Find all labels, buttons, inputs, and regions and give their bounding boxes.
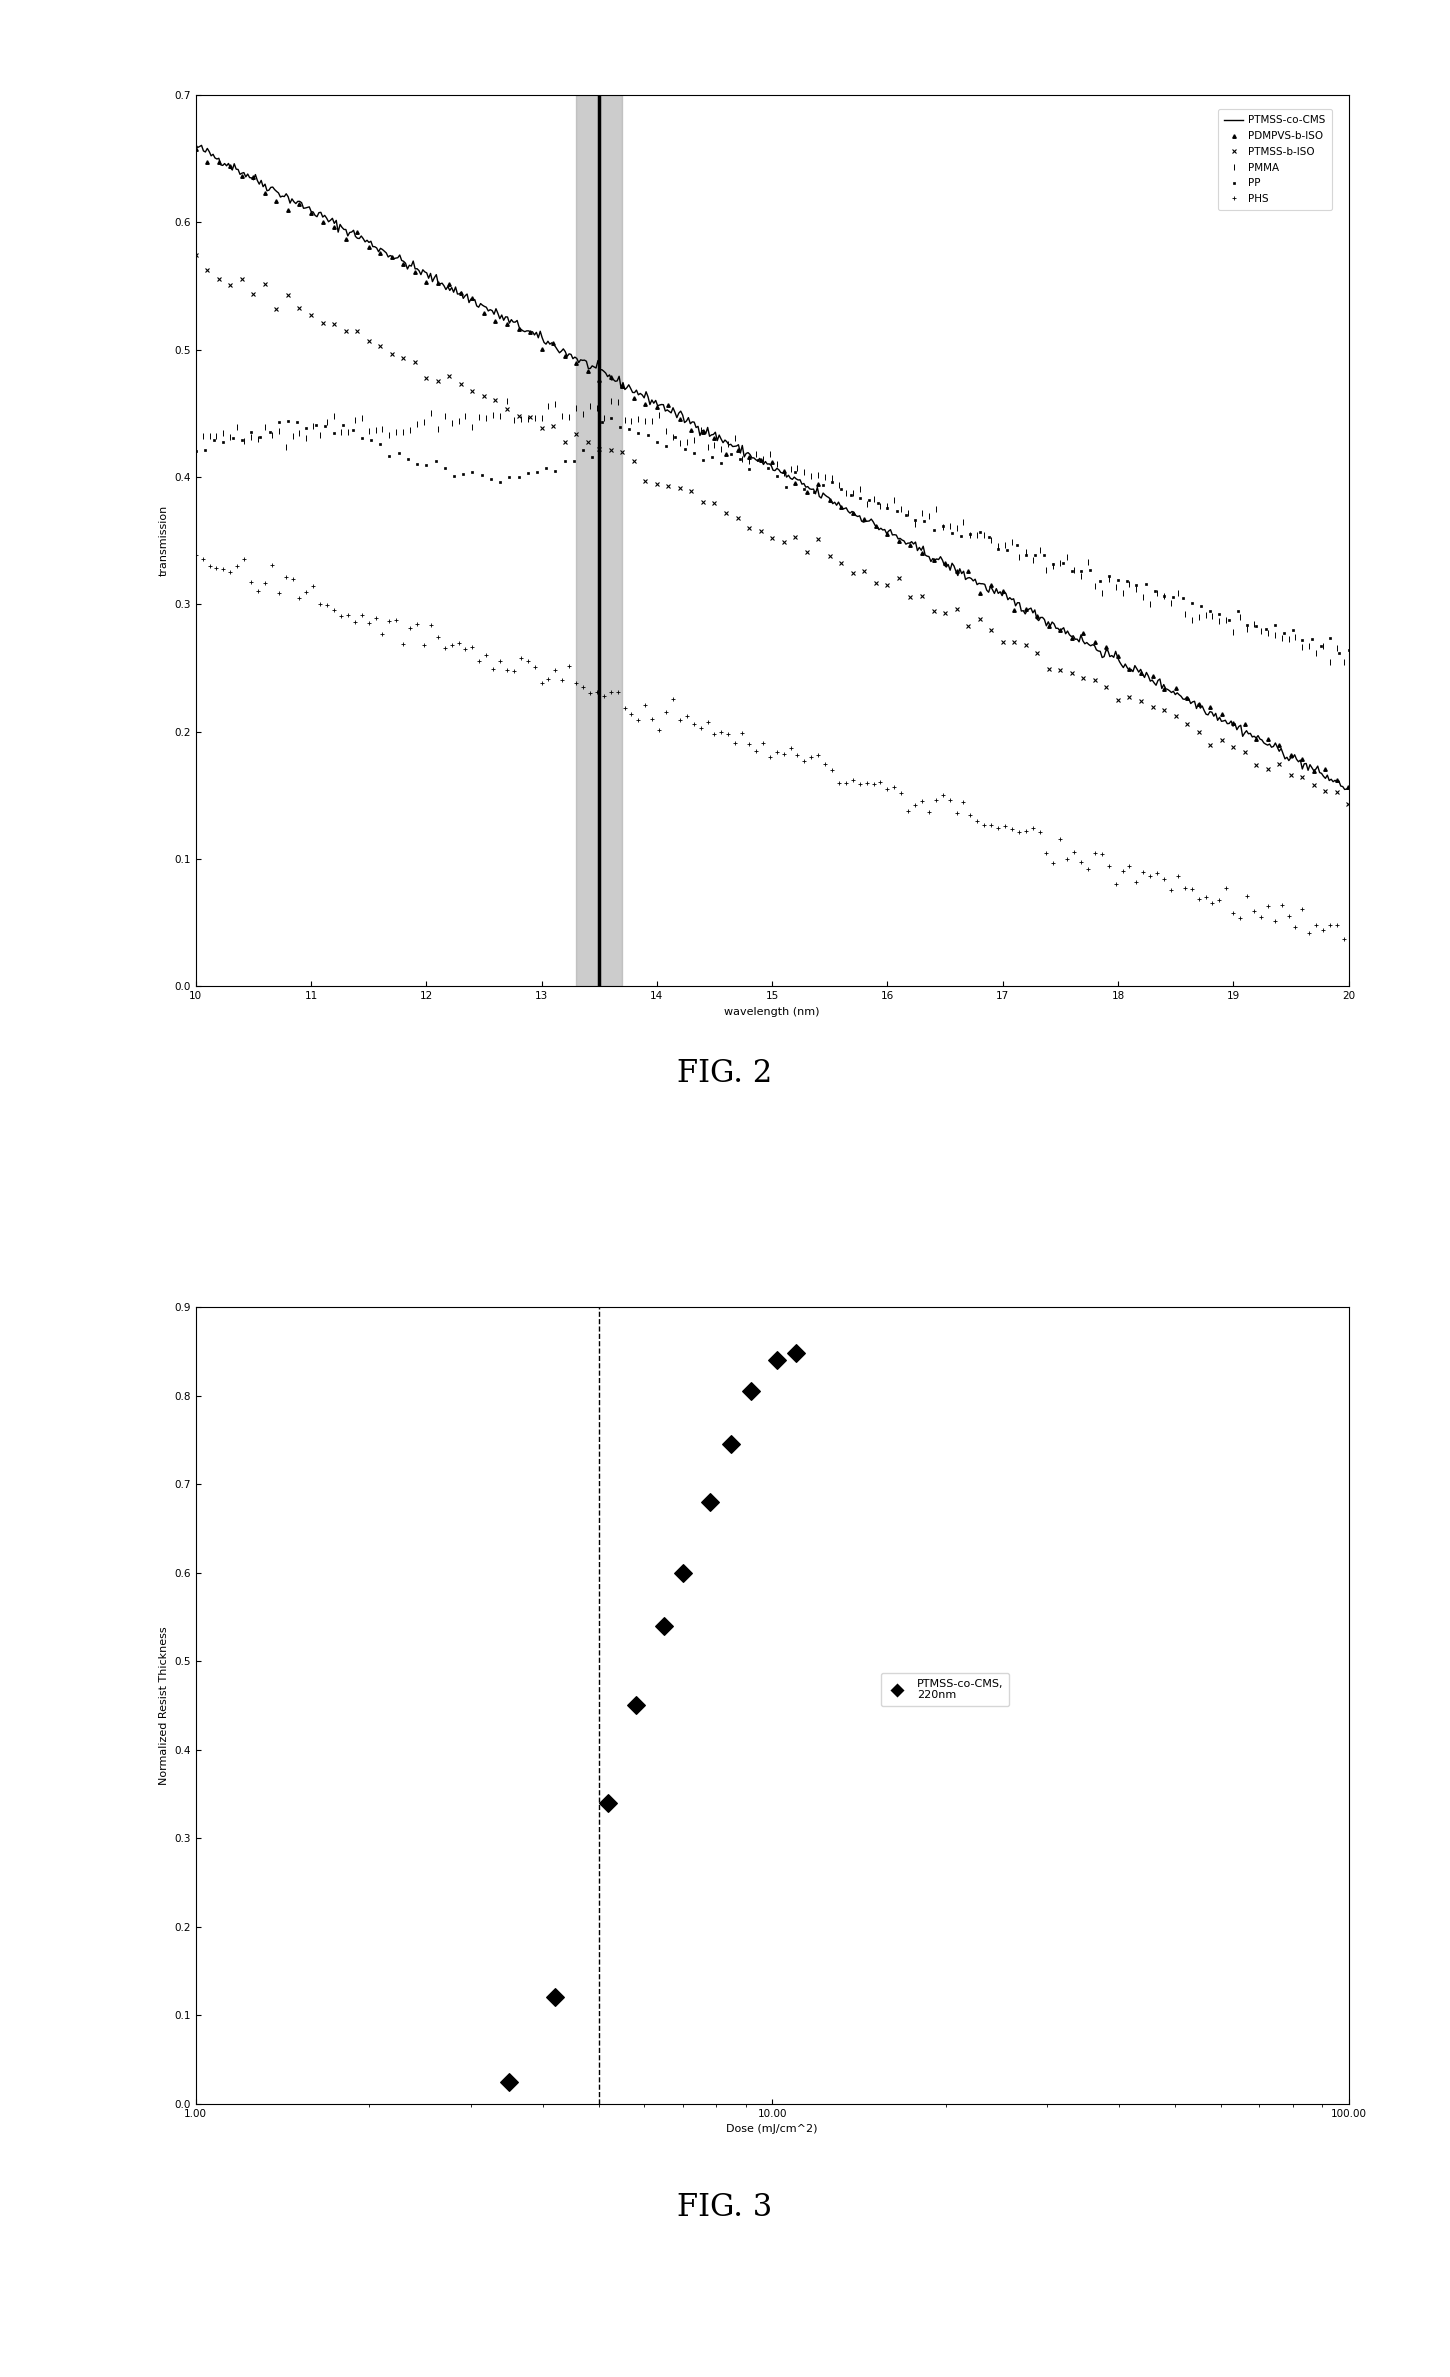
PTMSS-b-ISO	[1340, 789, 1357, 818]
Point	[740, 1372, 763, 1410]
PDMPVS-b-ISO	[879, 521, 896, 549]
PDMPVS-b-ISO	[993, 575, 1011, 604]
Point	[624, 1688, 647, 1726]
Bar	[576, 95, 622, 986]
PHS	[1106, 870, 1124, 899]
Text: FIG. 3: FIG. 3	[677, 2192, 773, 2222]
Point	[497, 2063, 521, 2101]
PDMPVS-b-ISO	[187, 135, 204, 164]
PHS	[187, 540, 204, 568]
Point	[544, 1978, 567, 2016]
Line: PTMSS-b-ISO: PTMSS-b-ISO	[193, 252, 1351, 806]
PTMSS-b-ISO	[1051, 656, 1069, 685]
PP	[261, 418, 278, 447]
Line: PDMPVS-b-ISO: PDMPVS-b-ISO	[194, 147, 1350, 789]
Line: PHS: PHS	[193, 551, 1353, 951]
PP	[187, 437, 204, 466]
X-axis label: Dose (mJ/cm^2): Dose (mJ/cm^2)	[726, 2125, 818, 2135]
Legend: PTMSS-co-CMS,
220nm: PTMSS-co-CMS, 220nm	[880, 1673, 1009, 1707]
PP	[906, 506, 924, 535]
PP	[961, 521, 979, 549]
PTMSS-b-ISO	[268, 295, 286, 323]
PHS	[844, 765, 861, 794]
PDMPVS-b-ISO	[476, 297, 493, 326]
Point	[652, 1607, 676, 1645]
PP	[1331, 639, 1349, 668]
PTMSS-co-CMS	[392, 240, 409, 269]
PTMSS-b-ISO	[476, 383, 493, 411]
Point	[671, 1555, 695, 1593]
PDMPVS-b-ISO	[1340, 773, 1357, 801]
PP	[483, 466, 500, 494]
PDMPVS-b-ISO	[718, 440, 735, 468]
PMMA	[871, 492, 889, 521]
PHS	[1343, 934, 1360, 963]
Y-axis label: transmission: transmission	[160, 506, 168, 575]
PHS	[394, 630, 412, 658]
PMMA	[519, 404, 536, 433]
PTMSS-b-ISO	[187, 240, 204, 269]
Y-axis label: Normalized Resist Thickness: Normalized Resist Thickness	[160, 1626, 168, 1785]
PMMA	[602, 387, 619, 416]
Line: PTMSS-co-CMS: PTMSS-co-CMS	[196, 145, 1348, 789]
PHS	[581, 677, 599, 706]
PTMSS-co-CMS	[709, 425, 726, 454]
PP	[602, 404, 619, 433]
PTMSS-co-CMS	[1335, 775, 1353, 803]
PMMA	[1114, 578, 1131, 606]
Legend: PTMSS-co-CMS, PDMPVS-b-ISO, PTMSS-b-ISO, PMMA, PP, PHS: PTMSS-co-CMS, PDMPVS-b-ISO, PTMSS-b-ISO,…	[1218, 109, 1331, 209]
Line: PMMA: PMMA	[193, 397, 1354, 677]
PTMSS-b-ISO	[993, 628, 1011, 656]
PTMSS-co-CMS	[483, 297, 500, 326]
PDMPVS-b-ISO	[1051, 616, 1069, 644]
Point	[699, 1483, 722, 1521]
Point	[766, 1341, 789, 1379]
PTMSS-co-CMS	[1056, 613, 1073, 642]
PTMSS-b-ISO	[879, 570, 896, 599]
PTMSS-co-CMS	[187, 131, 204, 159]
PMMA	[1343, 658, 1360, 687]
PHS	[519, 647, 536, 675]
PMMA	[581, 392, 599, 421]
PTMSS-b-ISO	[718, 499, 735, 528]
Text: FIG. 2: FIG. 2	[677, 1058, 773, 1089]
Line: PP: PP	[194, 416, 1350, 654]
Point	[784, 1333, 808, 1372]
Point	[719, 1426, 742, 1464]
X-axis label: wavelength (nm): wavelength (nm)	[725, 1008, 819, 1017]
PP	[879, 494, 896, 523]
PMMA	[187, 418, 204, 447]
PMMA	[394, 418, 412, 447]
PTMSS-co-CMS	[867, 511, 884, 540]
PDMPVS-b-ISO	[268, 188, 286, 216]
PHS	[864, 770, 882, 799]
PTMSS-co-CMS	[957, 566, 974, 594]
PMMA	[851, 475, 869, 504]
PP	[741, 454, 758, 483]
PP	[1340, 637, 1357, 666]
PTMSS-co-CMS	[1340, 775, 1357, 803]
Point	[597, 1783, 621, 1821]
